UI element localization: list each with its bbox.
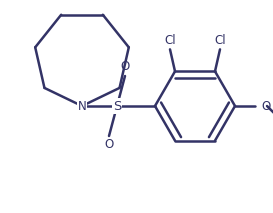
Text: O: O <box>104 138 114 151</box>
Text: N: N <box>78 99 86 112</box>
Text: O: O <box>261 99 270 112</box>
Text: Cl: Cl <box>214 34 226 47</box>
Text: O: O <box>120 60 130 73</box>
Text: S: S <box>113 99 121 112</box>
Text: Cl: Cl <box>164 34 176 47</box>
